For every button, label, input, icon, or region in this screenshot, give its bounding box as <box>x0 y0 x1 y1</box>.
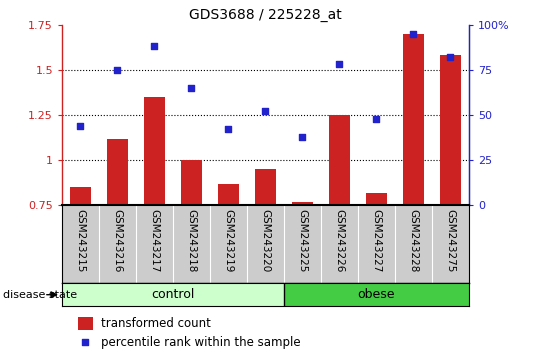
Bar <box>284 283 469 306</box>
Text: GSM243218: GSM243218 <box>186 209 197 273</box>
Text: GSM243216: GSM243216 <box>113 209 122 273</box>
Title: GDS3688 / 225228_at: GDS3688 / 225228_at <box>189 8 342 22</box>
Point <box>150 44 159 49</box>
Bar <box>107 138 128 205</box>
Point <box>224 127 233 132</box>
Bar <box>367 193 386 205</box>
Text: GSM243275: GSM243275 <box>445 209 455 273</box>
Point <box>76 123 85 129</box>
Text: GSM243217: GSM243217 <box>149 209 160 273</box>
Bar <box>62 283 284 306</box>
Point <box>372 116 381 121</box>
Point <box>446 55 455 60</box>
Text: percentile rank within the sample: percentile rank within the sample <box>101 336 300 349</box>
Point <box>81 339 89 345</box>
Bar <box>255 169 275 205</box>
Point <box>409 31 418 37</box>
Text: transformed count: transformed count <box>101 317 211 330</box>
Point <box>113 67 122 73</box>
Bar <box>440 56 461 205</box>
Point <box>335 62 344 67</box>
Point <box>298 134 307 139</box>
Text: obese: obese <box>358 288 395 301</box>
Text: control: control <box>151 288 195 301</box>
Bar <box>403 34 424 205</box>
Text: GSM243227: GSM243227 <box>371 209 382 273</box>
Point <box>187 85 196 91</box>
Text: GSM243225: GSM243225 <box>298 209 307 273</box>
Text: GSM243226: GSM243226 <box>334 209 344 273</box>
Text: GSM243220: GSM243220 <box>260 209 271 273</box>
Bar <box>329 115 350 205</box>
Bar <box>144 97 164 205</box>
Text: GSM243228: GSM243228 <box>409 209 418 273</box>
Text: disease state: disease state <box>3 290 77 300</box>
Bar <box>181 160 202 205</box>
Bar <box>78 317 93 330</box>
Point <box>261 109 270 114</box>
Text: GSM243215: GSM243215 <box>75 209 86 273</box>
Bar <box>218 184 239 205</box>
Bar <box>70 187 91 205</box>
Text: GSM243219: GSM243219 <box>224 209 233 273</box>
Bar <box>292 202 313 205</box>
